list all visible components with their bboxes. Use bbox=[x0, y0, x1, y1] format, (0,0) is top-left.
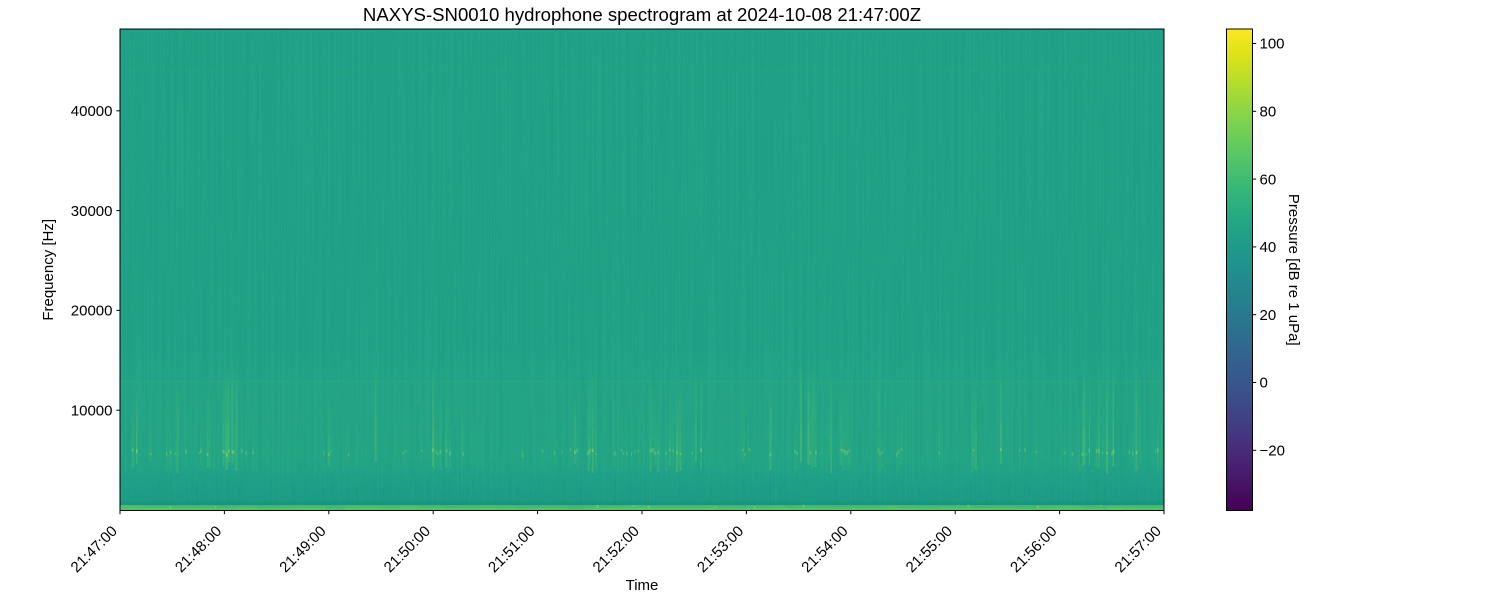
svg-text:20: 20 bbox=[1260, 307, 1277, 324]
svg-text:80: 80 bbox=[1260, 104, 1277, 121]
svg-text:20000: 20000 bbox=[71, 303, 113, 320]
svg-text:10000: 10000 bbox=[71, 402, 113, 419]
svg-text:30000: 30000 bbox=[71, 203, 113, 220]
svg-text:40: 40 bbox=[1260, 239, 1277, 256]
svg-text:Time: Time bbox=[626, 577, 659, 594]
svg-text:60: 60 bbox=[1260, 171, 1277, 188]
svg-text:NAXYS-SN0010 hydrophone spectr: NAXYS-SN0010 hydrophone spectrogram at 2… bbox=[363, 4, 921, 25]
svg-text:−20: −20 bbox=[1260, 443, 1285, 460]
svg-text:40000: 40000 bbox=[71, 103, 113, 120]
svg-text:100: 100 bbox=[1260, 36, 1285, 53]
svg-text:Frequency [Hz]: Frequency [Hz] bbox=[40, 219, 57, 321]
svg-text:0: 0 bbox=[1260, 375, 1268, 392]
svg-text:Pressure [dB re 1 uPa]: Pressure [dB re 1 uPa] bbox=[1285, 194, 1302, 346]
